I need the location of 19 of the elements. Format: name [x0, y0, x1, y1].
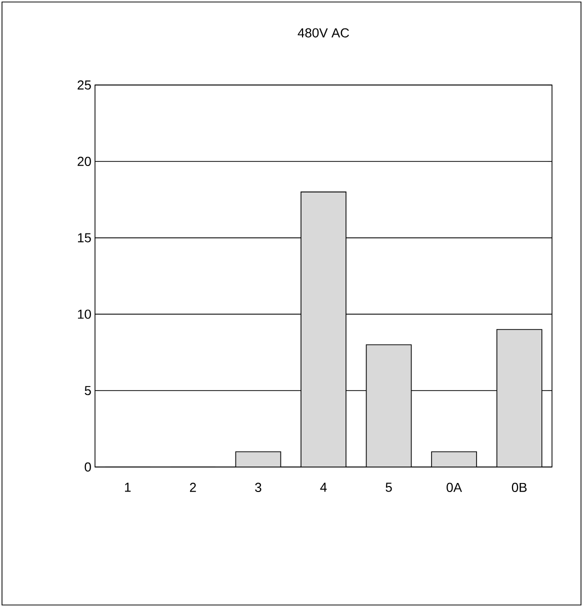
x-tick-label: 4	[320, 482, 327, 492]
bar	[235, 451, 282, 467]
bar	[496, 329, 542, 467]
y-tick-label: 0	[84, 462, 91, 472]
x-tick-label: 5	[386, 482, 392, 492]
y-tick-label: 25	[78, 80, 91, 90]
chart-title: 480V AC	[298, 28, 350, 38]
bar	[300, 192, 346, 467]
y-tick-label: 20	[78, 156, 91, 166]
y-tick-label: 15	[78, 233, 91, 242]
x-tick-label: 3	[255, 482, 262, 492]
x-tick-label: 2	[190, 482, 196, 492]
x-tick-label: 1	[125, 482, 131, 492]
x-tick-label: 0A	[446, 482, 462, 492]
y-tick-label: 10	[78, 310, 91, 319]
x-tick-label: 0B	[512, 482, 527, 492]
y-tick-label: 5	[84, 386, 91, 396]
bar	[431, 451, 477, 467]
bar	[366, 344, 412, 467]
